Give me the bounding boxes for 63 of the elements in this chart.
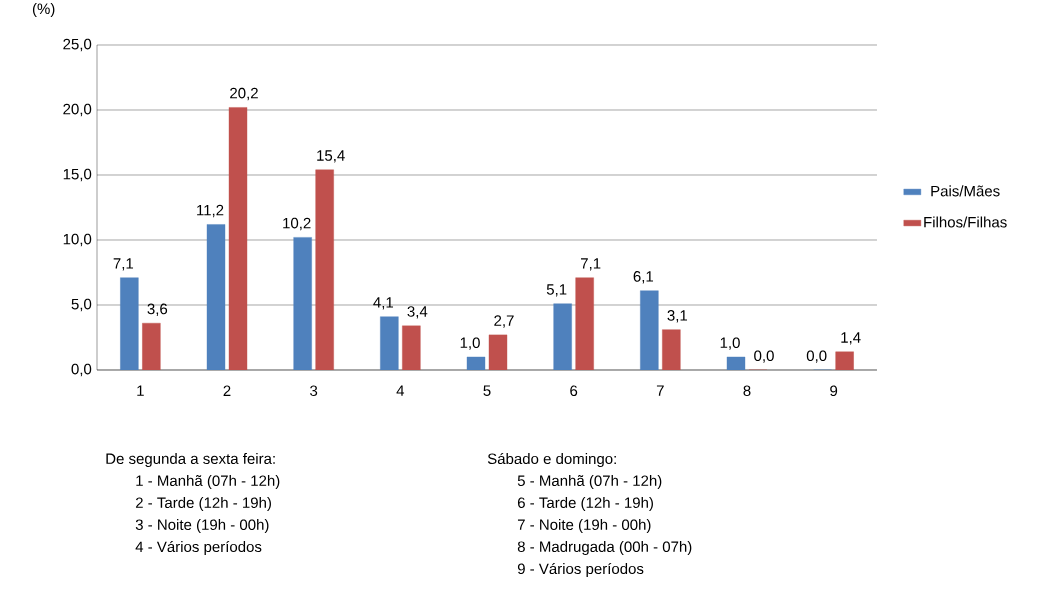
x-tick-label: 6 xyxy=(570,385,578,397)
x-tick-label: 2 xyxy=(223,385,231,396)
bar xyxy=(206,224,226,370)
text: 5 - Manhã (07h - 12h) xyxy=(517,475,662,489)
text: 4 - Vários períodos xyxy=(135,540,262,556)
bar xyxy=(726,356,746,370)
text: De segunda a sexta feira: xyxy=(106,453,275,467)
y-tick-label: 25,0 xyxy=(63,38,92,52)
text: 7 - Noite (19h - 00h) xyxy=(517,519,651,533)
data-label: 7,1 xyxy=(581,258,601,271)
text: 8 - Madrugada (00h - 07h) xyxy=(517,540,692,555)
data-label: 20,2 xyxy=(230,87,258,101)
data-label: 3,4 xyxy=(407,306,428,319)
bar xyxy=(293,237,312,370)
data-label: 2,7 xyxy=(494,315,514,328)
y-axis-title: (%) xyxy=(32,3,55,18)
bar xyxy=(402,325,421,370)
data-label: 4,1 xyxy=(373,297,394,310)
bar xyxy=(488,334,508,370)
data-label: 6,1 xyxy=(633,271,654,284)
x-tick-label: 5 xyxy=(483,385,491,396)
y-tick-label: 5,0 xyxy=(71,298,92,312)
bar xyxy=(640,290,659,370)
y-tick-label: 0,0 xyxy=(71,363,92,377)
bar xyxy=(662,329,681,370)
x-tick-label: 7 xyxy=(656,385,664,396)
y-tick-label: 20,0 xyxy=(63,103,92,117)
text: Sábado e domingo: xyxy=(487,452,616,468)
data-label: 1,4 xyxy=(841,332,861,345)
legend-label: Filhos/Filhas xyxy=(924,216,1007,228)
data-label: 7,1 xyxy=(113,258,134,271)
data-label: 3,1 xyxy=(667,310,688,323)
x-tick-label: 3 xyxy=(310,385,318,397)
text: 9 - Vários períodos xyxy=(517,562,644,578)
text: 2 - Tarde (12h - 19h) xyxy=(135,497,271,511)
bar xyxy=(142,322,161,370)
text: 6 - Tarde (12h - 19h) xyxy=(517,497,653,511)
legend-label: Pais/Mães xyxy=(931,185,1000,197)
bar xyxy=(466,356,486,370)
data-label: 0,0 xyxy=(754,350,774,363)
data-label: 1,0 xyxy=(460,337,480,350)
x-tick-label: 8 xyxy=(743,385,751,397)
bar xyxy=(553,303,572,370)
bar xyxy=(380,316,399,370)
bar xyxy=(228,107,248,370)
data-label: 5,1 xyxy=(546,284,567,297)
data-label: 11,2 xyxy=(197,204,224,218)
bar xyxy=(120,277,139,370)
bar xyxy=(835,351,854,370)
x-tick-label: 4 xyxy=(396,385,405,396)
text: 3 - Noite (19h - 00h) xyxy=(135,519,269,533)
data-label: 15,4 xyxy=(317,150,345,163)
data-label: 0,0 xyxy=(806,350,827,363)
y-tick-label: 10,0 xyxy=(63,233,92,247)
x-tick-label: 9 xyxy=(830,385,838,397)
data-label: 10,2 xyxy=(283,217,311,231)
bar xyxy=(575,277,594,370)
data-label: 3,6 xyxy=(147,303,168,316)
text: 1 - Manhã (07h - 12h) xyxy=(136,475,280,489)
data-label: 1,0 xyxy=(720,337,740,350)
y-tick-label: 15,0 xyxy=(63,168,92,182)
bar xyxy=(315,169,334,370)
x-tick-label: 1 xyxy=(137,385,144,396)
